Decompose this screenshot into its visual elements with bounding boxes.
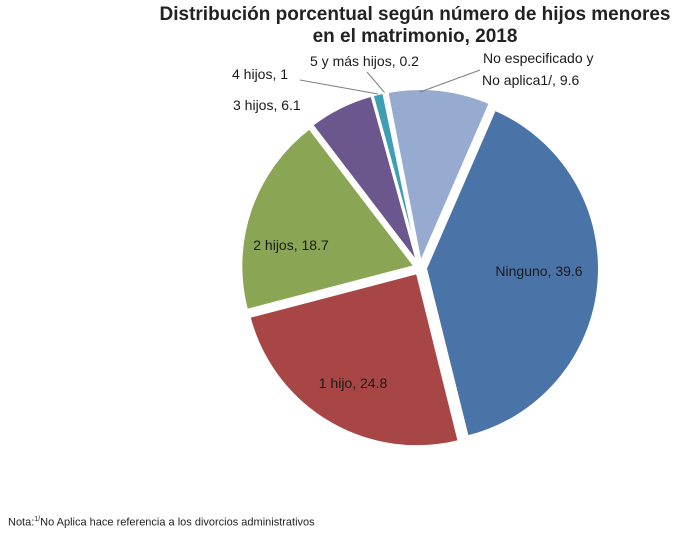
pie-slices [240, 88, 600, 448]
footnote-sup: 1/ [34, 516, 41, 523]
footnote-text: No Aplica hace referencia a los divorcio… [40, 516, 315, 529]
chart-title-line2: en el matrimonio, 2018 [312, 26, 518, 47]
chart-title-line1: Distribución porcentual según número de … [159, 4, 671, 25]
pie-slice-3-hijos [311, 94, 419, 264]
footnote-prefix: Nota: [8, 516, 35, 529]
label-no-especificado-line2: No aplica1/, 9.6 [482, 72, 579, 88]
pie-slice-2-hijos [240, 127, 417, 312]
label-3-hijos: 3 hijos, 6.1 [233, 97, 301, 113]
label-2-hijos: 2 hijos, 18.7 [253, 237, 329, 253]
label-ninguno: Ninguno, 39.6 [495, 263, 582, 279]
leader-line-no-especificado [419, 69, 481, 93]
chart-title: Distribución porcentual según número de … [0, 4, 700, 48]
pie-slice-1-hijo [248, 271, 460, 448]
leader-lines [299, 69, 481, 95]
label-4-hijos: 4 hijos, 1 [232, 66, 288, 82]
footnote: Nota:1/No Aplica hace referencia a los d… [8, 516, 315, 529]
pie-slice-ninguno [424, 108, 600, 438]
label-1-hijo: 1 hijo, 24.8 [319, 375, 388, 391]
leader-line-5-y-mas-hijos [366, 71, 385, 93]
label-5-y-mas-hijos: 5 y más hijos, 0.2 [310, 53, 419, 69]
pie-slice-no-especificado-y-no-aplica1 [386, 88, 491, 266]
leader-line-4-hijos [299, 79, 379, 95]
label-no-especificado-line1: No especificado y [483, 50, 594, 66]
